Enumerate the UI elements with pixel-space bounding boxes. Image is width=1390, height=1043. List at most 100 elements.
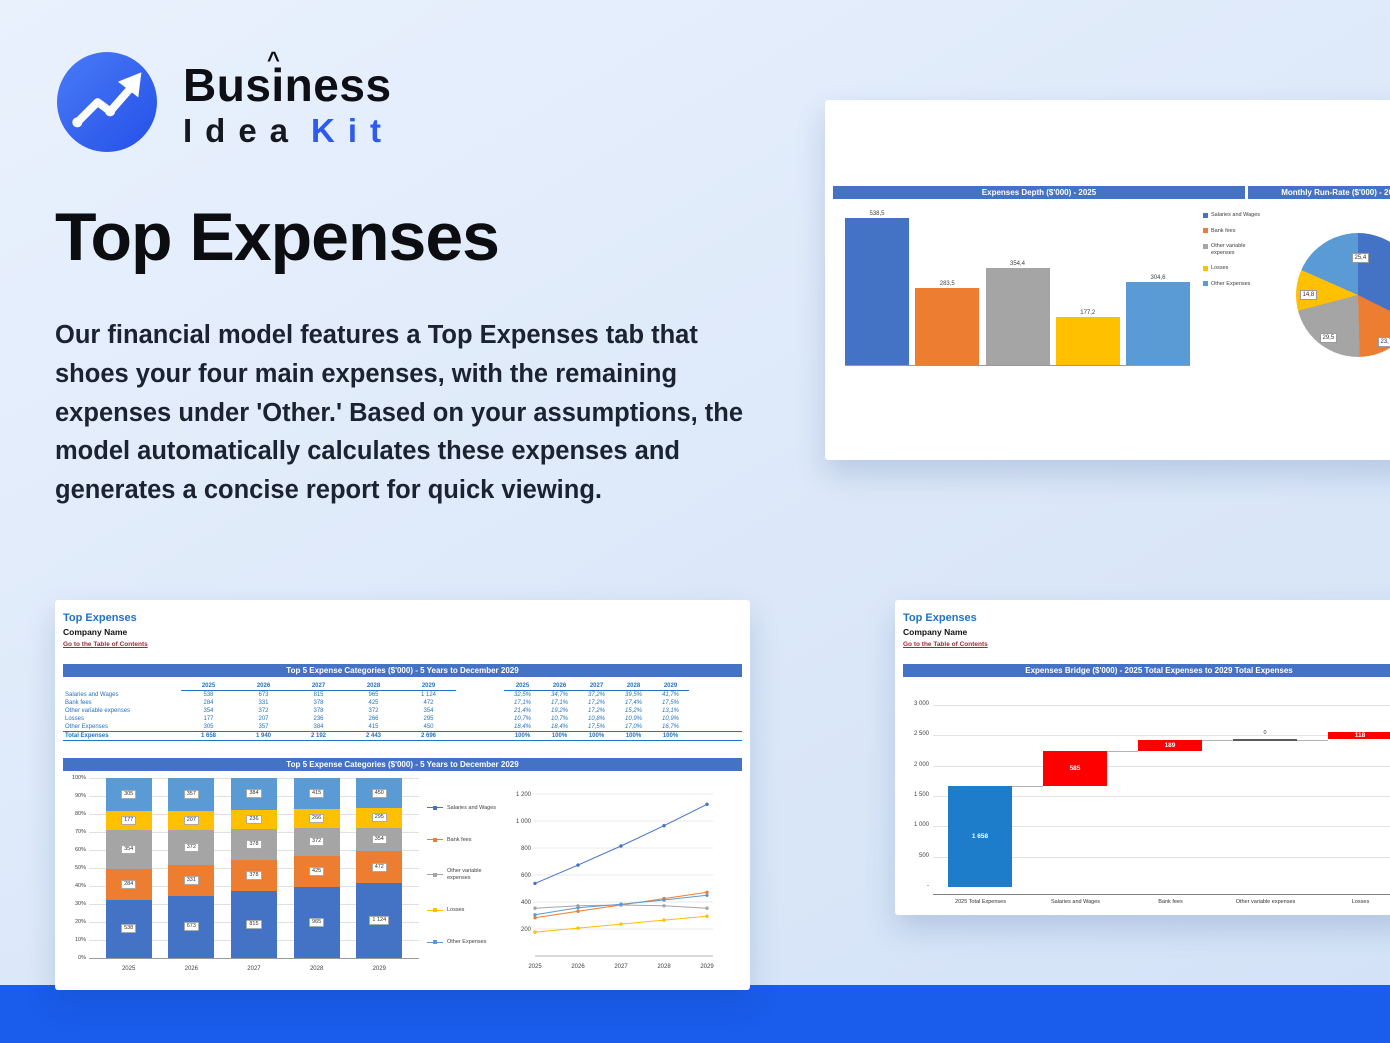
table-cell: 10,7%	[513, 716, 531, 722]
gridline	[933, 856, 1390, 858]
table-cell: 39,5%	[624, 692, 642, 698]
waterfall-plot: 1 658 585 189 0 118	[933, 695, 1390, 895]
table-row: Other Expenses 305 357 384 415 450 18,4% 18,4% 1…	[63, 723, 742, 731]
y-tick-label: -	[927, 883, 929, 889]
bar-segment: 1 124	[356, 882, 403, 958]
table-cell	[456, 699, 504, 707]
table-cell: 354	[423, 708, 434, 714]
marker	[433, 805, 437, 810]
table-cell	[456, 682, 504, 691]
legend-item: Other variable expenses	[1203, 243, 1263, 256]
gridline	[933, 765, 1390, 767]
legend-item: Salaries and Wages	[427, 805, 503, 812]
waterfall-chart: 3 000 2 500 2 000 1 500 1 000 500 - 1 658 585 18…	[903, 695, 1390, 919]
legend-item: Losses	[427, 907, 503, 914]
stacked-plot: 538 284 354 177 305 673 331 372 207 357 815 378 378 2…	[89, 778, 419, 959]
data-point	[662, 898, 666, 902]
segment-value-label: 815	[246, 920, 262, 930]
bar-segment: 331	[168, 864, 215, 896]
bar-segment: 305	[105, 778, 152, 812]
table-cell: 1 940	[255, 733, 271, 739]
bar-segment: 965	[293, 886, 340, 958]
bridge-bar: 189	[1138, 739, 1202, 751]
trend-arrow-logo-icon	[57, 52, 157, 152]
table-cell: 17,1%	[550, 700, 568, 706]
data-point	[576, 926, 580, 930]
segment-value-label: 295	[371, 813, 387, 823]
bar-value-label: 177,2	[1080, 310, 1096, 316]
data-point	[576, 906, 580, 910]
table-cell: 15,2%	[624, 708, 642, 714]
x-tick-label: 2029	[700, 964, 714, 970]
screenshot-expenses-depth: Expenses Depth ($'000) - 2025 Monthly Ru…	[825, 100, 1390, 460]
table-cell: 10,9%	[624, 716, 642, 722]
waterfall-y-axis: 3 000 2 500 2 000 1 500 1 000 500 -	[903, 695, 933, 895]
table-cell: 965	[368, 692, 379, 698]
data-point	[533, 930, 537, 934]
table-cell: 18,4%	[550, 724, 568, 730]
gridline	[933, 826, 1390, 828]
line-marker-icon	[427, 872, 443, 877]
legend-label: Other Expenses	[447, 938, 487, 945]
legend-label: Other variable expenses	[447, 868, 482, 881]
y-tick-label: 20%	[74, 919, 86, 925]
marker	[433, 940, 437, 944]
y-tick-label: 1 200	[516, 792, 532, 798]
pie-label-bank-fees: 23,7	[1378, 337, 1390, 347]
table-cell: 2026	[541, 682, 578, 691]
gridline	[89, 958, 419, 959]
y-tick-label: 60%	[74, 847, 86, 853]
data-point	[705, 893, 709, 897]
legend-label: Other variable expenses	[1211, 243, 1246, 256]
y-tick-label: 3 000	[913, 701, 929, 707]
bar	[915, 288, 980, 365]
table-cell: 2028	[615, 682, 652, 691]
table-cell: 372	[368, 708, 379, 714]
bar-segment: 357	[168, 778, 215, 812]
legend-item: Other variable expenses	[427, 868, 503, 881]
arrow-graph-icon	[72, 72, 142, 128]
segment-value-label: 354	[121, 845, 137, 855]
y-tick-label: 10%	[74, 937, 86, 943]
legend-item: Losses	[1203, 265, 1263, 272]
x-tick-label: Bank fees	[1158, 899, 1183, 905]
y-tick-label: 30%	[74, 901, 86, 907]
brand-logo[interactable]: Business ^ Idea Kit	[57, 49, 394, 152]
segment-value-label: 207	[183, 816, 199, 826]
y-tick-label: 50%	[74, 865, 86, 871]
bar-segment: 378	[230, 828, 277, 860]
bar	[845, 218, 909, 365]
data-point	[533, 881, 537, 886]
data-point	[662, 904, 666, 908]
table-cell: Other Expenses	[65, 724, 109, 730]
bar-segment: 372	[293, 828, 340, 856]
table-cell: Losses	[65, 716, 85, 722]
brand-word-business: Business	[183, 59, 392, 111]
bar-value-label: 304,6	[1150, 275, 1166, 281]
segment-value-label: 357	[183, 790, 199, 800]
table-cell: 384	[313, 724, 324, 730]
brand-line2: Idea Kit	[183, 112, 394, 150]
table-of-contents-link[interactable]: Go to the Table of Contents	[903, 641, 988, 648]
segment-value-label: 384	[246, 789, 262, 799]
table-of-contents-link[interactable]: Go to the Table of Contents	[63, 641, 148, 648]
table-cell: 207	[258, 716, 269, 722]
y-tick-label: 600	[521, 873, 532, 879]
line-marker-icon	[427, 908, 443, 913]
table-cell	[63, 682, 181, 691]
legend-label: Losses	[1211, 265, 1229, 271]
y-tick-label: 2 500	[913, 731, 929, 738]
table-cell: 32,5%	[513, 692, 531, 698]
legend-label: Losses	[447, 906, 465, 913]
table-cell: 2026	[236, 682, 291, 691]
pie-label-other-expenses: 25,4	[1352, 253, 1369, 263]
segment-value-label: 372	[183, 843, 199, 853]
expenses-depth-bar-chart: 538,5 283,5 354,4 177,2 304,6	[845, 206, 1190, 366]
legend-label: Salaries and Wages	[447, 804, 497, 811]
x-tick-label: Losses	[1351, 899, 1370, 905]
legend-label: Salaries and Wages	[1211, 212, 1261, 218]
y-tick-label: 90%	[74, 793, 86, 799]
table-cell: 450	[423, 724, 434, 730]
x-tick-label: 2028	[657, 964, 671, 970]
table-cell: 100%	[662, 733, 679, 739]
